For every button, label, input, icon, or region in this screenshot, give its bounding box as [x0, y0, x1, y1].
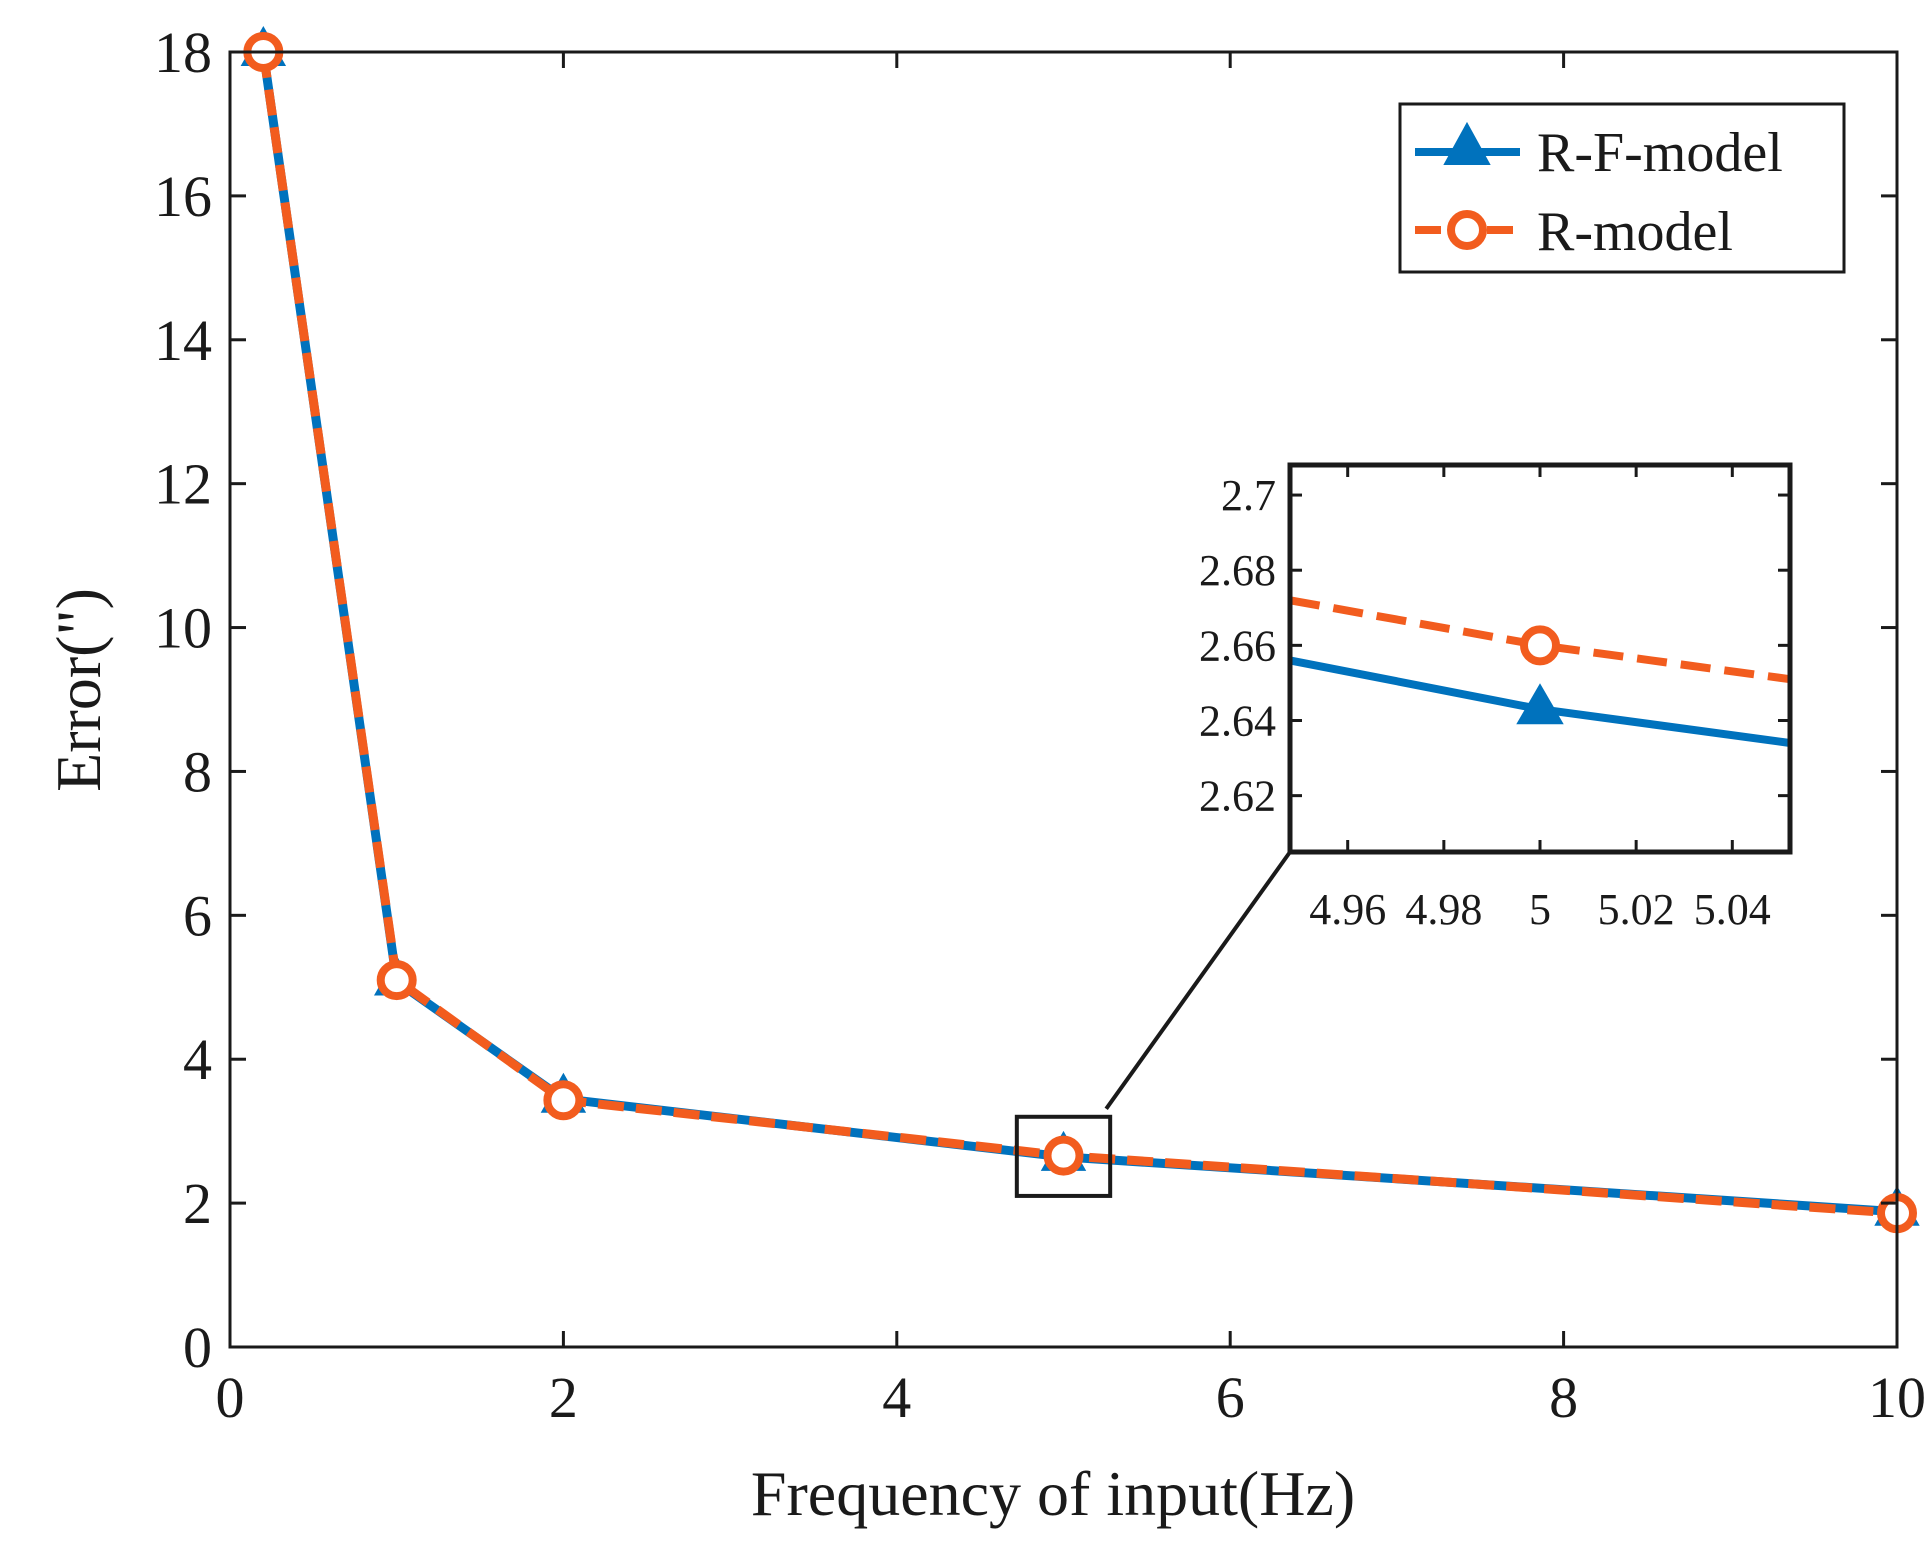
y-tick-label: 12 [154, 452, 212, 517]
inset-y-tick-label: 2.66 [1199, 621, 1276, 670]
inset-axes: 4.96 4.98 5 5.02 5.04 2.62 2.64 2.66 2.68 2.7 [1199, 462, 1793, 934]
y-tick-label: 2 [183, 1171, 212, 1236]
y-tick-label: 4 [183, 1027, 212, 1092]
inset-marker-r-f-model [1516, 683, 1564, 725]
inset-zoom-plot: 4.96 4.98 5 5.02 5.04 2.62 2.64 2.66 2.68 2.7 [1199, 462, 1793, 934]
x-tick-label: 2 [549, 1365, 578, 1430]
y-tick-label: 14 [154, 308, 212, 373]
x-tick-label: 0 [216, 1365, 245, 1430]
legend: R-F-model R-model [1398, 102, 1846, 274]
legend-triangle-marker-icon [1443, 121, 1491, 165]
x-axis-label: Frequency of input(Hz) [751, 1458, 1355, 1529]
x-tick-label: 8 [1549, 1365, 1578, 1430]
y-tick-label: 8 [183, 739, 212, 804]
inset-x-tick-label: 5.02 [1598, 885, 1675, 934]
x-tick-label: 4 [882, 1365, 911, 1430]
legend-label-r-model: R-model [1537, 201, 1733, 263]
inset-x-tick-label: 4.96 [1309, 885, 1386, 934]
zoom-connector-line [1104, 850, 1292, 1110]
inset-x-tick-label: 4.98 [1405, 885, 1482, 934]
legend-label-r-f-model: R-F-model [1537, 122, 1783, 184]
x-tick-label: 6 [1216, 1365, 1245, 1430]
data-point-r-model-2 [543, 1080, 584, 1121]
y-tick-label: 6 [183, 883, 212, 948]
y-tick-label: 18 [154, 20, 212, 85]
x-tick-label: 10 [1868, 1365, 1926, 1430]
zoom-box [1014, 1114, 1113, 1198]
main-plot-series [240, 25, 1920, 1234]
y-axis-label: Error(") [43, 588, 114, 792]
inset-y-tick-label: 2.64 [1199, 696, 1276, 745]
inset-series [1289, 596, 1791, 747]
inset-y-tick-label: 2.68 [1199, 546, 1276, 595]
inset-line-r-model [1289, 596, 1791, 684]
y-tick-label: 0 [183, 1315, 212, 1380]
y-tick-label: 10 [154, 596, 212, 661]
main-axes: 0 2 4 6 8 10 0 2 4 6 8 10 12 14 16 18 [154, 20, 1926, 1430]
inset-y-tick-label: 2.7 [1221, 471, 1276, 520]
data-point-r-model-3 [1043, 1135, 1084, 1176]
data-point-r-model-1 [376, 960, 417, 1001]
zoom-box-layer [1014, 850, 1292, 1198]
inset-x-tick-label: 5.04 [1694, 885, 1771, 934]
plot-frame [228, 50, 1899, 1349]
y-tick-label: 16 [154, 164, 212, 229]
inset-y-tick-label: 2.62 [1199, 772, 1276, 821]
inset-marker-r-model [1520, 625, 1560, 666]
legend-circle-marker-icon [1447, 210, 1487, 250]
inset-x-tick-label: 5 [1529, 885, 1551, 934]
